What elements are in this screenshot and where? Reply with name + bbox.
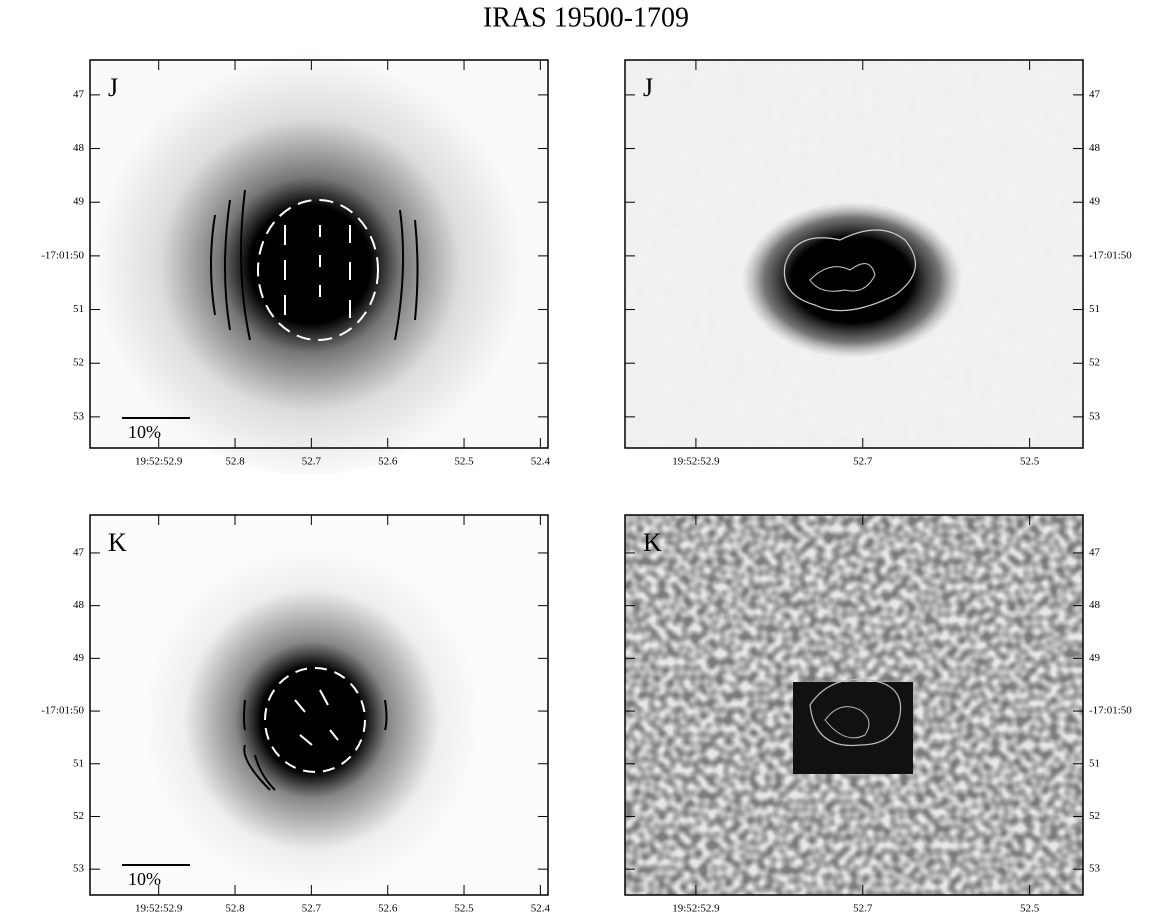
panel-frame xyxy=(89,514,549,896)
y-tick-label: 48 xyxy=(1089,599,1101,611)
image-j-polarized xyxy=(625,60,1083,448)
x-tick-label: 52.7 xyxy=(302,456,322,468)
figure-title: IRAS 19500-1709 xyxy=(483,2,689,33)
panel-frame xyxy=(624,59,1084,449)
image-k-polarized xyxy=(625,515,1083,895)
x-tick-label: 52.8 xyxy=(225,903,245,915)
y-tick-label: 47 xyxy=(73,88,85,100)
scale-bar-label: 10% xyxy=(128,422,161,442)
y-tick-label: 48 xyxy=(73,599,85,611)
y-tick-label: 53 xyxy=(73,863,85,875)
x-tick-label: 52.4 xyxy=(531,456,551,468)
x-tick-label: 52.5 xyxy=(454,903,474,915)
y-tick-label: 53 xyxy=(1089,410,1101,422)
x-tick-label: 52.7 xyxy=(853,903,873,915)
x-tick-label: 52.6 xyxy=(378,903,398,915)
y-tick-label: 49 xyxy=(1089,196,1101,208)
panel-frame xyxy=(89,59,549,449)
x-tick-label: 19:52:52.9 xyxy=(135,903,183,915)
y-tick-label: 49 xyxy=(73,652,85,664)
x-tick-label: 52.6 xyxy=(378,456,398,468)
x-tick-label: 19:52:52.9 xyxy=(672,903,720,915)
y-tick-label: 49 xyxy=(1089,652,1101,664)
y-tick-label: 51 xyxy=(1089,757,1100,769)
x-tick-label: 19:52:52.9 xyxy=(135,456,183,468)
panel-label: K xyxy=(643,528,662,557)
y-tick-label: 48 xyxy=(1089,142,1101,154)
x-tick-label: 52.8 xyxy=(225,456,245,468)
y-tick-label: 47 xyxy=(1089,88,1101,100)
x-tick-label: 52.5 xyxy=(1020,903,1040,915)
x-tick-label: 19:52:52.9 xyxy=(672,456,720,468)
image-j-total xyxy=(90,55,548,475)
y-tick-label: 47 xyxy=(1089,546,1101,558)
y-tick-label: 47 xyxy=(73,546,85,558)
x-tick-label: 52.7 xyxy=(302,903,322,915)
y-tick-label: 49 xyxy=(73,196,85,208)
y-tick-label: 52 xyxy=(1089,357,1100,369)
y-tick-label: 48 xyxy=(73,142,85,154)
y-tick-label: 51 xyxy=(73,303,84,315)
panel-label: K xyxy=(108,528,127,557)
y-tick-label: -17:01:50 xyxy=(1089,705,1132,717)
y-tick-label: -17:01:50 xyxy=(41,249,84,261)
panel-label: J xyxy=(108,73,118,102)
panel-frame xyxy=(624,514,1084,896)
y-tick-label: -17:01:50 xyxy=(41,705,84,717)
x-tick-label: 52.5 xyxy=(1020,456,1040,468)
x-tick-label: 52.4 xyxy=(531,903,551,915)
y-tick-label: 51 xyxy=(1089,303,1100,315)
scale-bar-label: 10% xyxy=(128,869,161,889)
x-tick-label: 52.5 xyxy=(454,456,474,468)
x-tick-label: 52.7 xyxy=(853,456,873,468)
y-tick-label: -17:01:50 xyxy=(1089,249,1132,261)
y-tick-label: 53 xyxy=(1089,863,1101,875)
image-k-total xyxy=(90,515,548,895)
y-tick-label: 53 xyxy=(73,410,85,422)
y-tick-label: 52 xyxy=(1089,810,1100,822)
y-tick-label: 51 xyxy=(73,757,84,769)
panel-label: J xyxy=(643,73,653,102)
y-tick-label: 52 xyxy=(73,810,84,822)
y-tick-label: 52 xyxy=(73,357,84,369)
